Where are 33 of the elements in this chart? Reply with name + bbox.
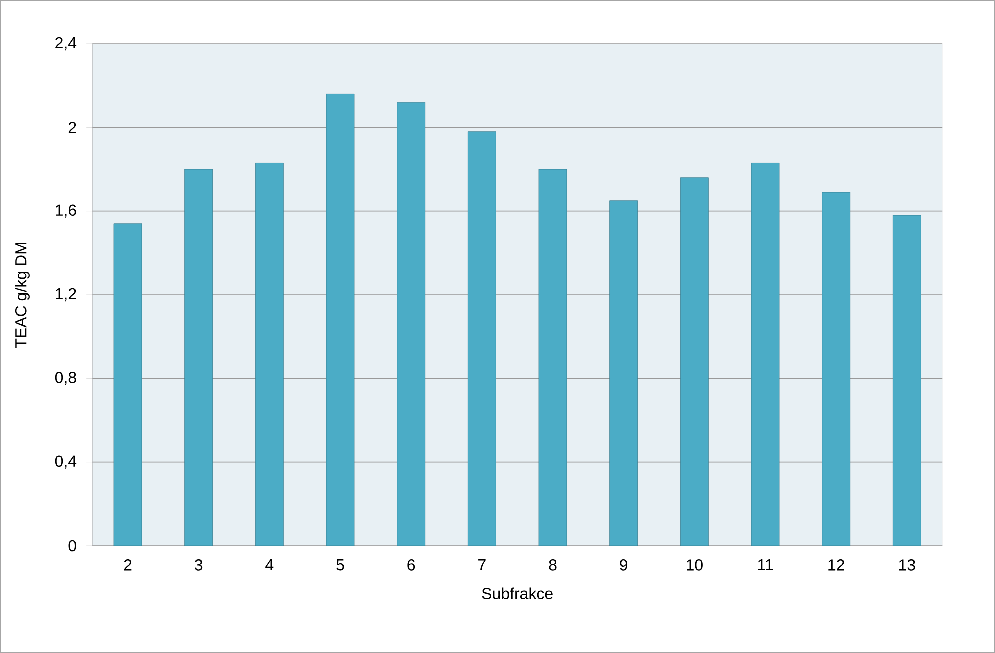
x-tick-label: 4 <box>266 560 274 571</box>
bar <box>326 94 355 546</box>
y-tick-label: 1,2 <box>56 288 76 302</box>
bar <box>468 132 496 546</box>
bar <box>184 169 214 546</box>
x-tick-label: 6 <box>408 560 416 571</box>
y-tick-label: 0 <box>68 540 76 552</box>
bar <box>822 192 851 546</box>
y-tick-label: 2,4 <box>56 37 77 51</box>
x-tick-label: 2 <box>124 560 132 571</box>
x-axis-title: Subfrakce <box>482 588 553 600</box>
x-tick-label: 13 <box>900 560 916 571</box>
bar <box>610 200 638 546</box>
y-tick-label: 1,6 <box>56 204 76 218</box>
bar <box>114 224 142 546</box>
bar <box>538 169 568 546</box>
bar <box>680 178 709 546</box>
x-tick-label: 11 <box>758 560 774 571</box>
y-axis-title: TEAC g/kg DM <box>15 242 30 348</box>
x-tick-label: 8 <box>549 560 557 571</box>
x-tick-label: 12 <box>828 560 844 571</box>
bar <box>255 163 284 546</box>
y-tick-label: 0,4 <box>55 456 77 469</box>
bar <box>892 215 922 546</box>
x-tick-label: 5 <box>336 560 344 571</box>
x-tick-label: 10 <box>687 560 703 571</box>
x-tick-label: 7 <box>478 560 486 571</box>
bar <box>397 102 426 546</box>
y-tick-label: 0,8 <box>55 372 76 386</box>
bar <box>751 163 780 546</box>
x-tick-label: 9 <box>620 560 628 571</box>
y-tick-label: 2 <box>68 122 76 134</box>
x-tick-label: 3 <box>195 560 203 571</box>
